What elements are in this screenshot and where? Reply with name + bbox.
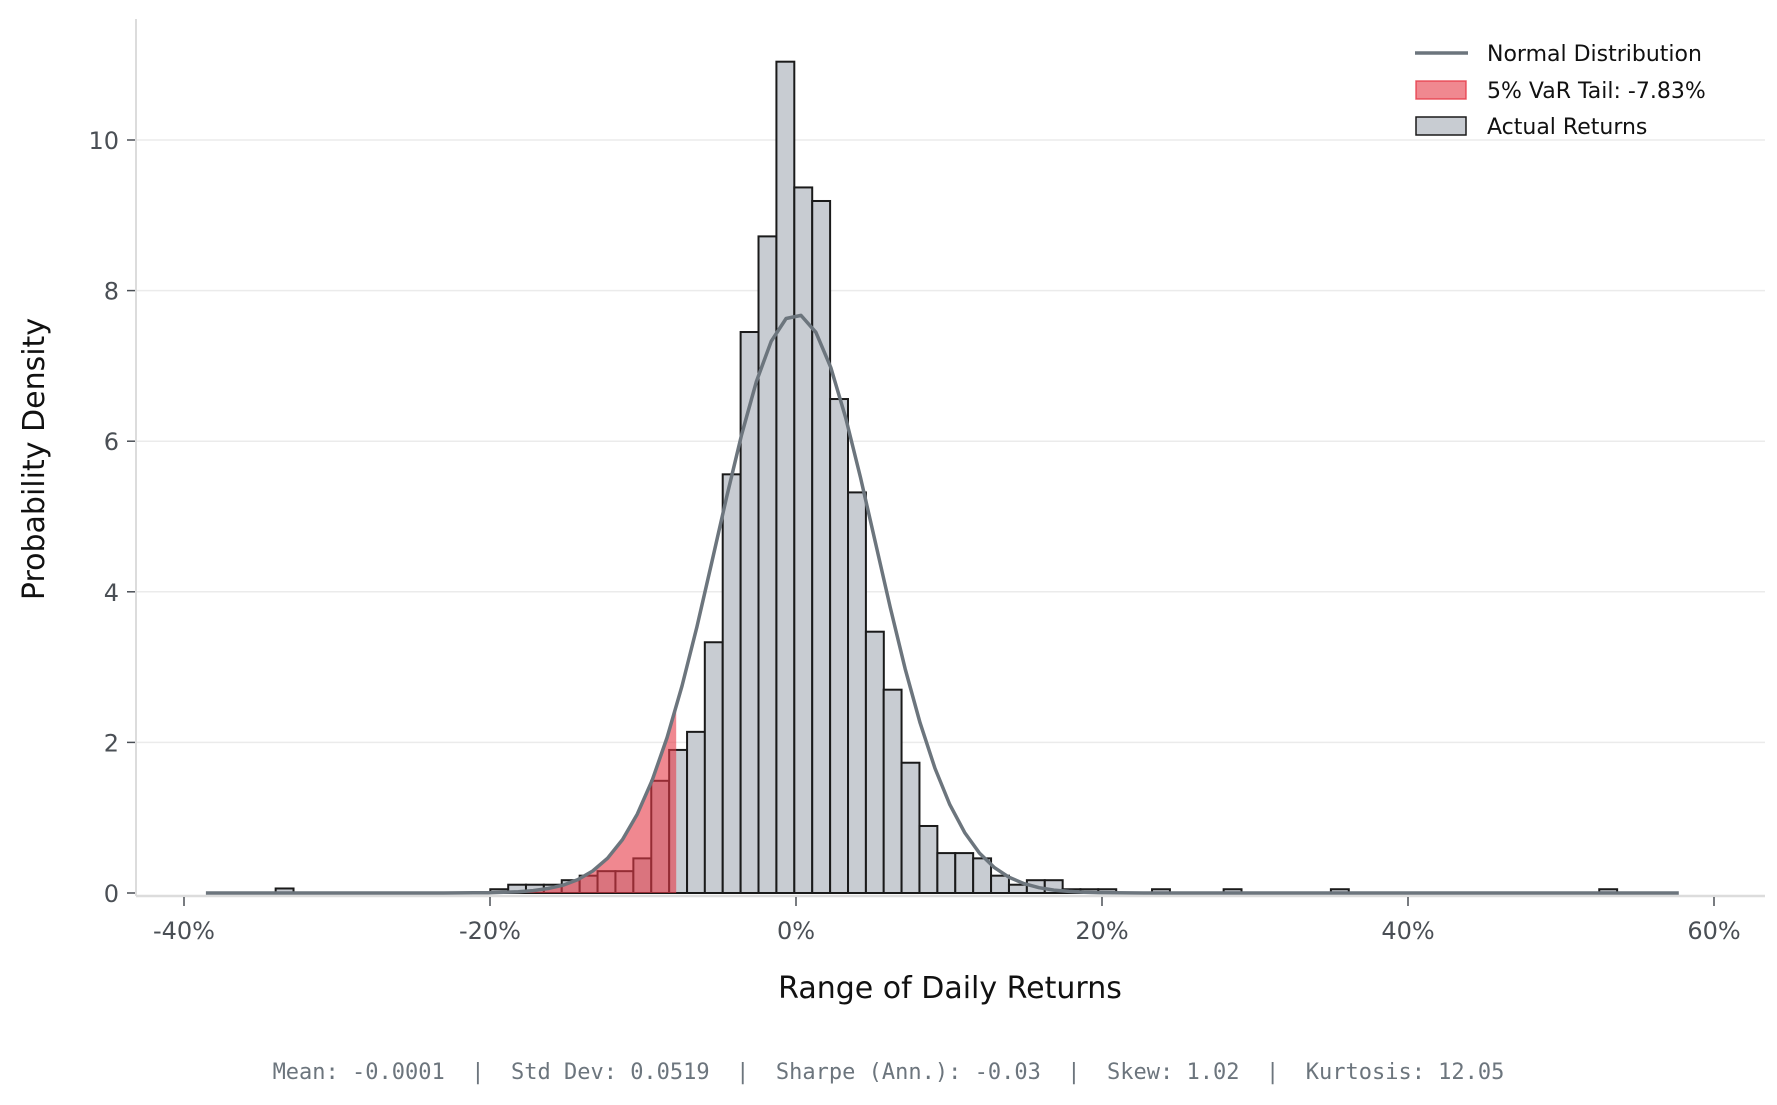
separator: | — [1040, 1060, 1108, 1085]
histogram-bar — [775, 60, 796, 895]
histogram-bar — [882, 688, 903, 894]
stat-std-dev: Std Dev: 0.0519 — [510, 1060, 710, 1085]
stat-mean: Mean: -0.0001 — [272, 1060, 445, 1085]
separator: | — [709, 1060, 776, 1085]
stat-sharpe: Sharpe (Ann.): -0.03 — [775, 1060, 1041, 1085]
y-tick-label: 2 — [104, 729, 119, 757]
x-tick-label: -20% — [459, 917, 521, 945]
y-tick-label: 6 — [104, 428, 119, 456]
x-axis-label: Range of Daily Returns — [778, 971, 1122, 1006]
legend-actual-label: Actual Returns — [1487, 115, 1647, 140]
normal-distribution-line — [205, 313, 1679, 895]
histogram-bar — [811, 199, 832, 895]
histogram-bar — [1007, 883, 1028, 894]
var-tail-fill — [205, 707, 677, 893]
x-tick-label: 60% — [1687, 917, 1740, 945]
histogram-bar — [793, 186, 814, 894]
legend-var-patch-icon — [1415, 80, 1467, 100]
histogram-bar — [686, 730, 706, 894]
legend-var-label: 5% VaR Tail: -7.83% — [1487, 79, 1706, 104]
x-tick-label: 20% — [1075, 917, 1128, 945]
y-axis-label: Probability Density — [17, 318, 52, 600]
y-tick-label: 8 — [104, 278, 119, 306]
separator: | — [444, 1060, 511, 1085]
y-tick-label: 10 — [88, 127, 119, 155]
legend: Normal Distribution 5% VaR Tail: -7.83% … — [1415, 42, 1706, 140]
legend-actual-patch-icon — [1415, 116, 1467, 136]
legend-normal-label: Normal Distribution — [1487, 42, 1702, 67]
stats-footer: Mean: -0.0001 | Std Dev: 0.0519 | Sharpe… — [0, 1060, 1777, 1085]
histogram-bar — [900, 761, 921, 895]
histogram-bar — [829, 398, 850, 894]
x-axis-ticks: -40% -20% 0% 20% 40% 60% — [153, 897, 1741, 945]
histogram-bar — [739, 331, 760, 894]
histogram-bar — [721, 473, 742, 894]
histogram-bar — [936, 852, 957, 895]
separator: | — [1239, 1060, 1306, 1085]
stat-kurtosis: Kurtosis: 12.05 — [1305, 1060, 1505, 1085]
histogram-bars — [274, 60, 1619, 895]
histogram-bar — [918, 824, 939, 894]
normal-curve — [205, 313, 1679, 895]
gridlines — [137, 139, 1765, 744]
stat-skew: Skew: 1.02 — [1107, 1060, 1240, 1085]
y-tick-label: 0 — [104, 880, 119, 908]
histogram-bar — [703, 641, 724, 894]
x-tick-label: -40% — [153, 917, 215, 945]
histogram-bar — [990, 874, 1010, 895]
histogram-bar — [864, 630, 885, 894]
x-tick-label: 0% — [777, 917, 815, 945]
var-tail-area — [205, 707, 677, 893]
axes-spines — [135, 19, 1765, 898]
y-tick-label: 4 — [104, 579, 119, 607]
x-tick-label: 40% — [1381, 917, 1434, 945]
y-axis-ticks: 0 2 4 6 8 10 — [88, 127, 135, 908]
histogram-bar — [847, 491, 867, 894]
histogram-bar — [954, 852, 975, 895]
